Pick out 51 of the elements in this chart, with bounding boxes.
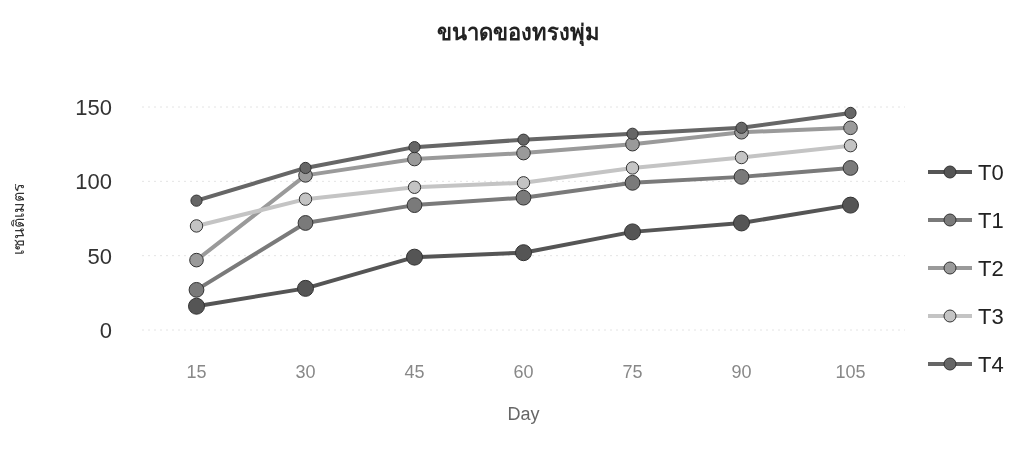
legend-label: T2 <box>978 256 1004 281</box>
point <box>297 215 314 231</box>
y-tick-label: 150 <box>75 95 112 120</box>
point <box>517 133 530 146</box>
x-tick-label: 45 <box>404 362 425 382</box>
x-tick-label: 30 <box>295 362 316 382</box>
legend-label: T4 <box>978 352 1004 377</box>
point <box>624 223 641 241</box>
y-tick-label: 100 <box>75 169 112 195</box>
y-tick-label: 0 <box>99 318 112 343</box>
point <box>515 244 532 262</box>
point <box>406 197 423 214</box>
point <box>297 279 314 297</box>
x-tick-label: 15 <box>186 362 207 382</box>
point <box>188 281 205 298</box>
point <box>516 145 531 161</box>
point <box>407 180 422 194</box>
point <box>515 189 532 206</box>
point <box>844 106 857 120</box>
point <box>733 168 750 185</box>
point <box>189 219 204 233</box>
point <box>843 120 858 136</box>
legend-label: T1 <box>978 208 1004 233</box>
point <box>842 196 859 214</box>
point <box>733 214 750 232</box>
legend-label: T0 <box>978 160 1004 185</box>
x-tick-label: 60 <box>513 362 534 382</box>
point <box>190 194 203 207</box>
point <box>624 174 641 191</box>
point <box>298 192 313 206</box>
point <box>625 161 640 175</box>
point <box>408 141 421 154</box>
point <box>842 160 859 176</box>
point <box>189 252 204 268</box>
y-axis-title: เซนติเมตร <box>10 182 27 255</box>
point <box>734 150 749 165</box>
legend-label: T3 <box>978 304 1004 329</box>
point <box>406 248 423 266</box>
x-tick-label: 105 <box>835 362 866 382</box>
point <box>299 161 312 175</box>
chart-title: ขนาดของทรงพุ่ม <box>436 20 600 47</box>
point <box>735 121 748 134</box>
point <box>626 127 639 140</box>
x-tick-label: 90 <box>731 362 752 382</box>
point <box>407 151 422 167</box>
x-axis-title: Day <box>507 404 540 424</box>
x-tick-label: 75 <box>622 362 643 382</box>
y-tick-label: 50 <box>87 243 112 269</box>
point <box>188 297 205 315</box>
point <box>843 138 858 153</box>
point <box>516 176 531 190</box>
